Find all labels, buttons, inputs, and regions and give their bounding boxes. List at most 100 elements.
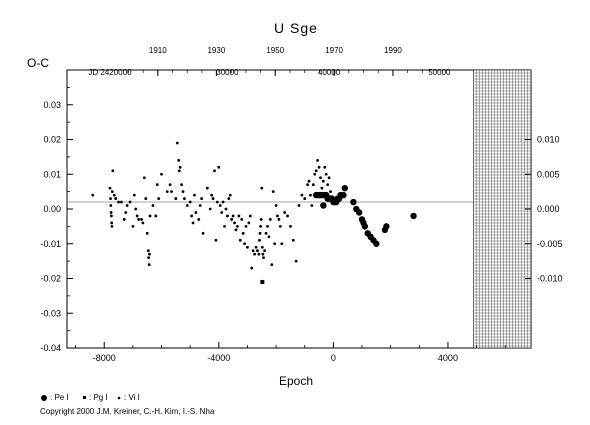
- y-tick-label: -0.01: [40, 239, 61, 249]
- pe-point: [320, 202, 327, 209]
- vi-point: [177, 158, 181, 162]
- year-tick-label: 1990: [384, 46, 402, 55]
- x-axis-label: Epoch: [279, 374, 313, 388]
- future-epoch-hatch: [473, 69, 532, 349]
- y-tick-label: 0.01: [43, 169, 61, 179]
- vi-point: [208, 207, 212, 211]
- chart-title: U Sge: [274, 20, 318, 36]
- vi-point: [147, 263, 151, 266]
- vi-point: [155, 183, 159, 187]
- vi-point: [128, 200, 132, 204]
- pe-point: [361, 223, 369, 230]
- vi-point: [215, 200, 219, 204]
- year-tick-label: 1930: [207, 46, 225, 55]
- y-tick-label: 0.02: [43, 135, 61, 145]
- vi-point: [174, 197, 178, 200]
- vi-point: [273, 242, 277, 246]
- vi-point: [140, 218, 143, 221]
- vi-point: [238, 238, 242, 242]
- vi-point: [220, 211, 224, 214]
- pe-point: [383, 223, 390, 230]
- vi-point: [109, 211, 113, 214]
- vi-point: [110, 224, 114, 228]
- vi-point: [254, 245, 258, 249]
- data-points: [91, 141, 417, 284]
- vi-point: [193, 193, 196, 197]
- vi-point: [168, 183, 172, 187]
- vi-point: [257, 252, 261, 256]
- vi-point: [185, 204, 189, 207]
- pe-point: [355, 209, 363, 216]
- vi-point: [326, 183, 330, 187]
- vi-point: [291, 238, 295, 242]
- vi-point: [194, 211, 198, 214]
- vi-point: [244, 224, 248, 228]
- vi-point: [109, 204, 113, 207]
- vi-point: [324, 172, 328, 176]
- vi-point: [300, 193, 304, 197]
- vi-point: [266, 224, 269, 228]
- vi-point: [327, 176, 331, 180]
- vi-point: [218, 204, 222, 207]
- vi-point: [109, 197, 112, 200]
- vi-point: [283, 211, 287, 214]
- vi-point: [258, 231, 262, 235]
- vi-point: [263, 249, 267, 253]
- jd-tick-label: 50000: [428, 68, 451, 77]
- vi-point: [246, 245, 249, 249]
- pg-point: [260, 279, 265, 284]
- year-tick-label: 1910: [149, 46, 167, 55]
- legend-marker-pg: [83, 396, 86, 399]
- vi-point: [190, 214, 193, 218]
- right-y-tick-label: 0.000: [537, 204, 560, 214]
- axis-ticks: -8000 -4000 0 4000-0.04-0.03-0.02-0.010.000…: [40, 46, 562, 363]
- vi-point: [309, 193, 312, 197]
- vi-point: [225, 214, 229, 218]
- vi-point: [307, 179, 311, 183]
- vi-point: [276, 214, 279, 218]
- vi-point: [221, 200, 225, 204]
- vi-point: [134, 207, 138, 211]
- vi-point: [230, 218, 234, 221]
- vi-point: [112, 193, 116, 197]
- vi-point: [314, 169, 318, 173]
- vi-point: [124, 211, 128, 214]
- vi-point: [198, 204, 202, 207]
- vi-point: [170, 190, 173, 194]
- vi-point: [200, 197, 204, 200]
- vi-point: [217, 165, 221, 169]
- x-tick-label: 4000: [438, 353, 458, 363]
- vi-point: [233, 221, 236, 225]
- vi-point: [323, 165, 327, 169]
- vi-point: [271, 190, 275, 194]
- vi-point: [201, 231, 205, 235]
- vi-point: [177, 169, 181, 173]
- vi-point: [248, 214, 252, 218]
- vi-point: [243, 242, 246, 246]
- vi-point: [188, 200, 192, 204]
- pe-point: [410, 212, 417, 220]
- year-tick-label: 1970: [325, 46, 343, 55]
- vi-point: [183, 197, 186, 200]
- y-tick-label: 0.00: [43, 204, 61, 214]
- vi-point: [114, 197, 118, 200]
- vi-point: [214, 238, 218, 242]
- vi-point: [250, 266, 254, 270]
- right-y-tick-label: 0.010: [537, 135, 560, 145]
- vi-point: [274, 204, 278, 207]
- vi-point: [321, 179, 325, 183]
- vi-point: [262, 256, 265, 260]
- y-axis-label: O-C: [27, 56, 49, 70]
- vi-point: [286, 214, 289, 218]
- jd-tick-label: JD 2420000: [88, 68, 132, 77]
- legend-marker-pe: [41, 395, 47, 401]
- vi-point: [110, 190, 114, 194]
- vi-point: [261, 252, 265, 256]
- pe-point: [340, 191, 347, 199]
- vi-point: [132, 193, 136, 197]
- vi-point: [122, 218, 126, 221]
- vi-point: [297, 204, 301, 207]
- vi-point: [157, 197, 161, 200]
- vi-point: [154, 214, 158, 218]
